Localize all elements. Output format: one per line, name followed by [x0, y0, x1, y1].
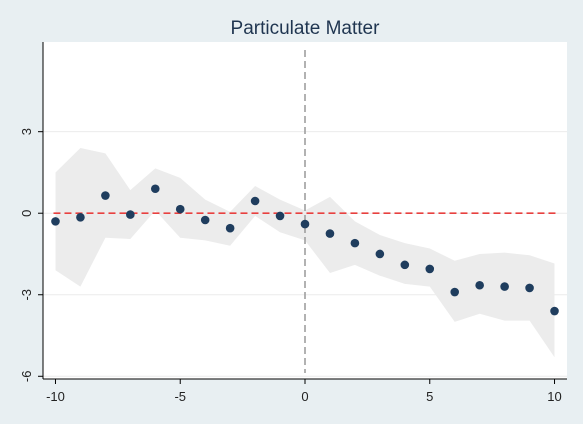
data-point — [450, 287, 460, 297]
data-point — [200, 215, 210, 225]
data-point — [225, 223, 235, 233]
data-point — [375, 249, 385, 259]
data-point — [150, 184, 160, 194]
data-point — [275, 211, 285, 221]
data-point — [101, 191, 110, 200]
x-tick-label: 10 — [547, 389, 561, 404]
data-point — [475, 280, 484, 290]
data-point — [126, 210, 135, 219]
data-points — [51, 184, 559, 316]
chart-title: Particulate Matter — [231, 18, 381, 39]
reference-lines — [53, 50, 557, 373]
data-point — [425, 264, 435, 274]
data-point — [300, 219, 310, 229]
data-point — [400, 260, 410, 270]
data-point — [500, 282, 509, 291]
x-tick-label: -5 — [174, 389, 186, 404]
data-point — [76, 212, 85, 222]
data-point — [325, 229, 335, 238]
y-tick-label: 3 — [19, 128, 34, 135]
y-tick-label: 0 — [19, 210, 34, 217]
data-point — [250, 196, 260, 206]
x-tick-label: -10 — [46, 389, 65, 404]
confidence-band — [55, 148, 555, 358]
data-point — [525, 283, 534, 293]
y-tick-label: -6 — [19, 371, 34, 383]
data-point — [550, 306, 559, 316]
data-point — [51, 217, 60, 226]
x-tick-label: 0 — [301, 389, 308, 404]
x-tick-label: 5 — [426, 389, 433, 404]
data-point — [350, 238, 360, 248]
axes: -10 -5 0 5 10 -6 -3 0 3 — [19, 42, 567, 404]
data-point — [175, 204, 185, 214]
ci-band — [55, 148, 555, 358]
y-tick-label: -3 — [19, 289, 34, 301]
